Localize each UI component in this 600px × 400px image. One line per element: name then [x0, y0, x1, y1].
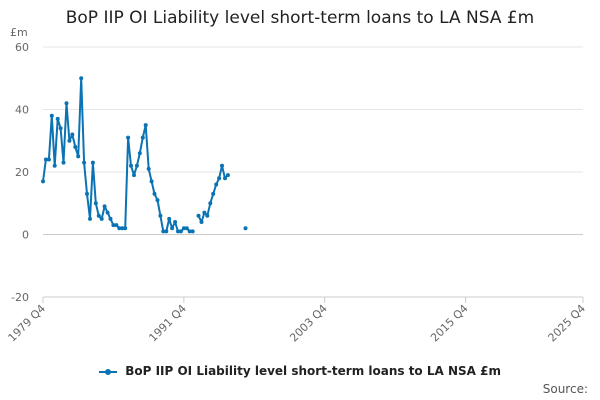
data-point	[167, 216, 172, 221]
data-point	[88, 216, 92, 221]
data-point	[243, 226, 248, 231]
data-point	[152, 191, 157, 196]
data-point	[208, 201, 213, 206]
data-point	[117, 226, 122, 231]
data-point	[205, 213, 210, 218]
data-point	[132, 173, 136, 178]
data-point	[41, 179, 45, 184]
data-point	[223, 176, 227, 181]
y-tick-label: 20	[15, 166, 29, 179]
data-point	[73, 145, 78, 149]
chart-title: BoP IIP OI Liability level short-term lo…	[65, 8, 535, 28]
data-point	[202, 210, 207, 215]
data-point	[123, 226, 128, 231]
data-point	[67, 138, 72, 143]
data-point	[134, 163, 139, 168]
series-layer	[41, 76, 248, 234]
data-point	[199, 220, 204, 224]
data-point	[140, 135, 145, 140]
data-point	[70, 132, 75, 137]
data-point	[161, 229, 166, 234]
x-tick-label: 2015 Q4	[428, 302, 471, 345]
data-point	[143, 123, 148, 128]
data-point	[173, 220, 178, 224]
data-point	[46, 157, 51, 162]
data-point	[170, 226, 175, 231]
data-point	[184, 226, 189, 231]
data-point	[220, 163, 224, 168]
data-point	[181, 226, 186, 231]
legend-label: BoP IIP OI Liability level short-term lo…	[125, 364, 501, 378]
data-point	[137, 151, 142, 156]
legend[interactable]: BoP IIP OI Liability level short-term lo…	[0, 364, 600, 378]
y-tick-label: 40	[15, 104, 29, 117]
x-tick-label: 2003 Q4	[287, 302, 330, 345]
data-point	[58, 126, 63, 131]
data-point	[114, 223, 119, 228]
data-point	[120, 226, 125, 231]
data-point	[102, 204, 107, 209]
data-point	[155, 198, 160, 203]
source-credit[interactable]: Source:	[542, 382, 588, 396]
data-point	[178, 229, 183, 234]
x-tick-label: 2025 Q4	[546, 302, 589, 345]
data-point	[225, 173, 230, 178]
data-point	[52, 163, 57, 168]
data-point	[196, 213, 201, 218]
data-point	[176, 229, 180, 234]
data-point	[90, 160, 95, 165]
data-point	[99, 216, 104, 221]
data-point	[43, 157, 48, 162]
data-point	[164, 229, 169, 234]
data-point	[105, 210, 110, 215]
data-point	[190, 229, 195, 234]
data-point	[85, 191, 89, 196]
data-point	[108, 216, 113, 221]
data-point	[76, 154, 81, 159]
data-point	[149, 179, 154, 184]
data-point	[214, 182, 219, 187]
data-point	[64, 101, 69, 106]
x-tick-label: 1979 Q4	[6, 302, 49, 345]
legend-line-marker-icon	[99, 368, 118, 375]
data-point	[79, 76, 84, 81]
data-point	[96, 213, 101, 218]
grid-lines	[43, 46, 583, 298]
y-axis-unit: £m	[10, 26, 28, 39]
data-point	[129, 163, 133, 168]
data-point	[111, 223, 116, 228]
data-point	[187, 229, 192, 234]
data-point	[217, 176, 222, 181]
data-point	[158, 213, 163, 218]
data-point	[211, 191, 216, 196]
y-tick-label: -20	[11, 291, 29, 304]
data-point	[61, 160, 66, 165]
data-point	[49, 113, 54, 118]
y-tick-label: 60	[15, 41, 29, 54]
x-tick-label: 1991 Q4	[146, 302, 189, 345]
data-point	[126, 135, 131, 140]
data-point	[55, 116, 60, 121]
data-point	[93, 201, 98, 206]
data-point	[82, 160, 87, 165]
data-point	[146, 166, 151, 171]
series-line	[42, 77, 193, 233]
y-tick-label: 0	[22, 229, 29, 242]
